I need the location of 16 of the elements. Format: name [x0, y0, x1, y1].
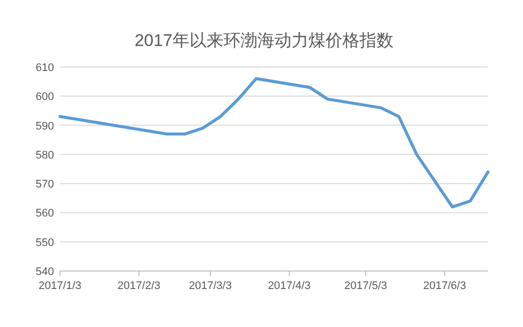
- y-tick-label: 580: [36, 149, 54, 162]
- y-tick-label: 610: [36, 62, 54, 74]
- x-tick-label: 2017/6/3: [423, 280, 466, 292]
- x-tick-label: 2017/1/3: [38, 280, 82, 292]
- chart-title: 2017年以来环渤海动力煤价格指数: [134, 31, 394, 50]
- y-tick-label: 570: [36, 178, 54, 191]
- x-tick-label: 2017/2/3: [118, 280, 160, 292]
- y-tick-label: 540: [36, 266, 54, 278]
- y-tick-label: 600: [36, 91, 54, 104]
- line-series: [58, 77, 490, 208]
- y-tick-label: 550: [36, 236, 54, 249]
- x-tick-label: 2017/4/3: [268, 280, 311, 292]
- x-tick-label: 2017/3/3: [188, 280, 232, 292]
- x-tick-label: 2017/5/3: [344, 280, 388, 292]
- y-tick-label: 560: [36, 208, 54, 220]
- y-tick-label: 590: [36, 120, 54, 132]
